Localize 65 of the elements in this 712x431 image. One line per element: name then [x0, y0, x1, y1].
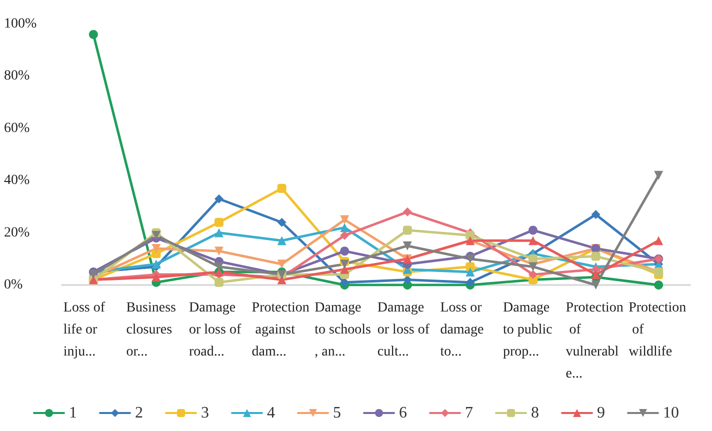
y-tick-label: 0% — [4, 278, 23, 292]
point — [591, 270, 600, 280]
x-tick-label: Protection of vulnerable... — [566, 300, 624, 382]
point — [214, 278, 224, 287]
point — [152, 272, 161, 282]
point — [214, 246, 224, 256]
x-tick-label: Loss of life or inju... — [63, 300, 109, 360]
point — [88, 30, 98, 39]
legend-label: 4 — [267, 404, 275, 422]
point — [528, 270, 538, 280]
point — [528, 236, 538, 246]
point — [340, 260, 350, 269]
y-tick-label: 100% — [4, 16, 37, 32]
point — [402, 207, 412, 216]
point — [654, 170, 664, 180]
x-tick-label: Damage or loss of road... — [189, 300, 245, 360]
point — [654, 236, 664, 246]
point — [402, 226, 412, 235]
x-tick-label: Protection against dam... — [252, 300, 310, 360]
point — [152, 260, 161, 269]
legend-label: 7 — [465, 404, 473, 422]
y-tick-label: 60% — [4, 120, 30, 136]
point — [277, 260, 286, 269]
legend-label: 8 — [531, 404, 539, 422]
point — [88, 270, 98, 280]
point — [340, 215, 350, 224]
point — [340, 230, 350, 240]
point — [214, 218, 224, 227]
x-tick-label: Damage to schools, an... — [314, 300, 371, 360]
point — [214, 228, 224, 238]
legend-label: 1 — [69, 404, 77, 422]
point — [152, 230, 161, 240]
point — [528, 262, 538, 272]
point — [466, 254, 475, 264]
legend-label: 9 — [597, 404, 605, 422]
point — [340, 223, 350, 232]
legend-label: 10 — [663, 404, 679, 422]
y-tick-label: 40% — [4, 173, 30, 188]
x-tick-label: Damage or loss of cult... — [377, 300, 434, 360]
point — [402, 241, 412, 250]
point — [528, 226, 538, 235]
point — [214, 194, 224, 204]
point — [466, 262, 475, 272]
point — [654, 280, 664, 290]
legend-label: 2 — [135, 404, 143, 422]
x-tick-label: Protection of wildlife — [628, 300, 686, 360]
point — [340, 246, 350, 256]
y-tick-label: 80% — [4, 68, 30, 84]
point — [277, 236, 286, 246]
legend-label: 5 — [333, 404, 341, 422]
point — [466, 278, 475, 287]
point — [466, 267, 475, 276]
x-tick-label: Loss or damage to... — [440, 300, 488, 360]
point — [277, 184, 286, 193]
y-tick-label: 20% — [4, 225, 30, 240]
point — [214, 262, 224, 272]
point — [277, 218, 286, 227]
legend-label: 3 — [201, 404, 209, 422]
point — [591, 210, 600, 220]
point — [591, 280, 600, 290]
x-tick-label: Damage to public prop... — [503, 300, 556, 360]
point — [152, 244, 161, 253]
point — [591, 252, 600, 261]
x-tick-label: Business closures or... — [126, 300, 180, 360]
legend-label: 6 — [399, 404, 407, 422]
